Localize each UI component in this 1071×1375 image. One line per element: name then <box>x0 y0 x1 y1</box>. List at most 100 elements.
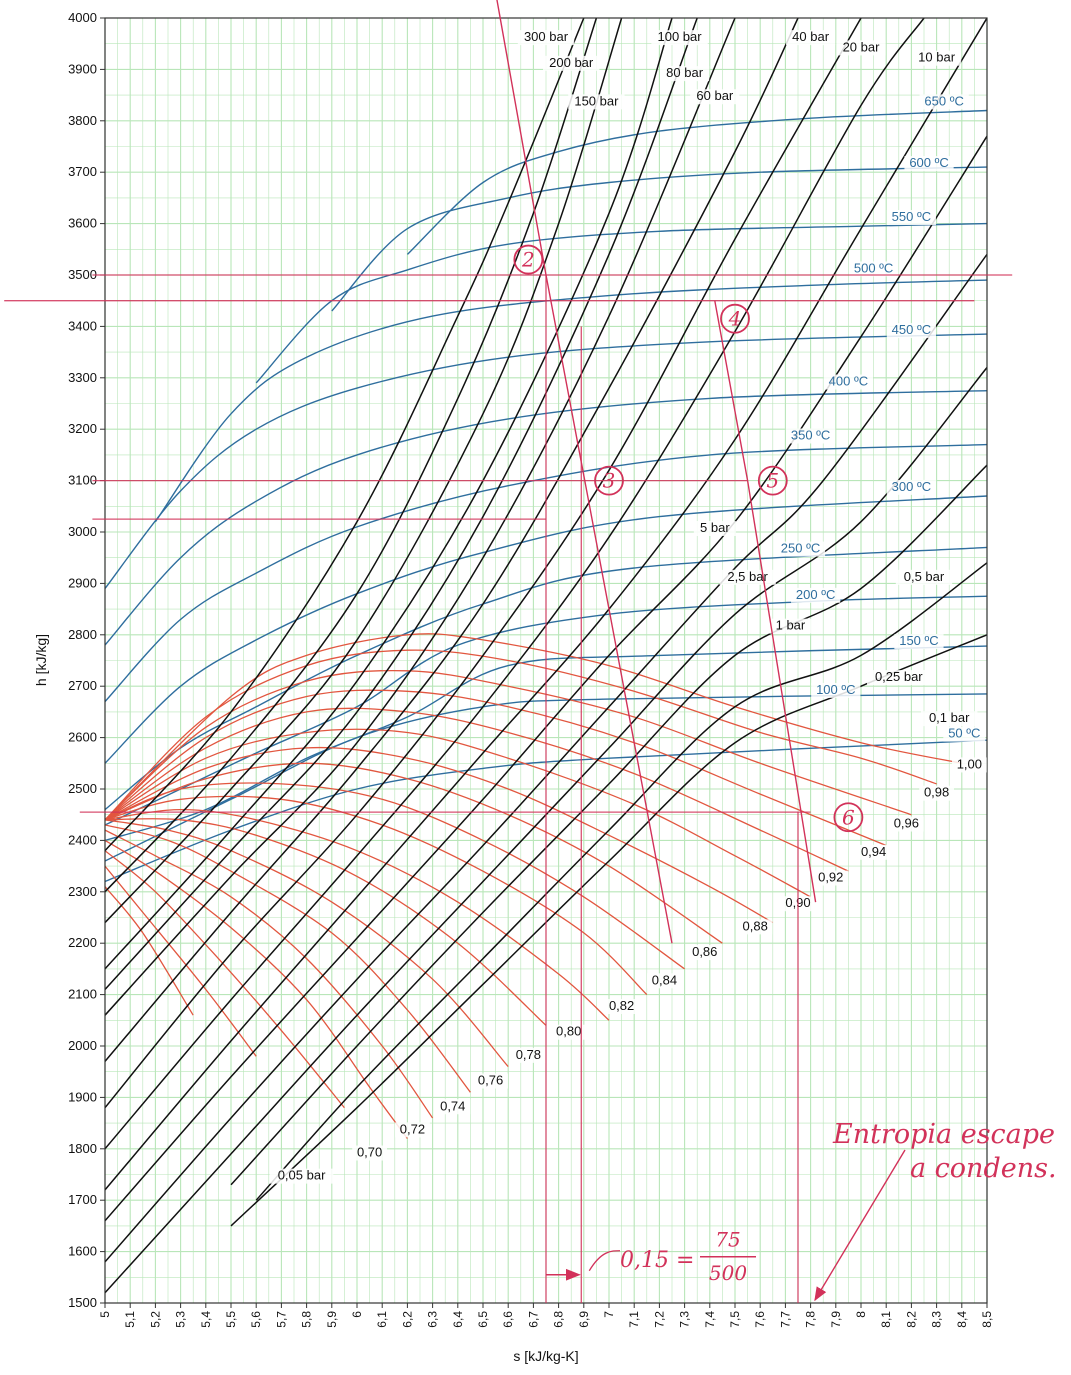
quality-line-unlabeled-18 <box>105 886 194 1016</box>
x-tick-label: 5,3 <box>174 1311 188 1328</box>
isotherm-label: 450 ºC <box>892 322 931 337</box>
y-tick-label: 3600 <box>68 216 97 231</box>
y-tick-label: 2100 <box>68 987 97 1002</box>
y-tick-label: 2200 <box>68 935 97 950</box>
quality-label-bg <box>604 999 639 1015</box>
isotherm-600-c <box>331 166 987 312</box>
x-tick-label: 7,8 <box>804 1311 818 1328</box>
quality-label-bg <box>352 1145 387 1161</box>
state-point-circle <box>594 465 624 496</box>
formula-denominator: 500 <box>709 1261 747 1285</box>
isobar-label-bg <box>269 1168 334 1184</box>
isobar-10-bar <box>105 18 925 1150</box>
quality-line-0-92 <box>105 707 849 872</box>
isobar-label: 80 bar <box>666 65 704 80</box>
y-tick-label: 2900 <box>68 575 97 590</box>
isotherm-label: 300 ºC <box>892 479 931 494</box>
quality-line-unlabeled-17 <box>105 865 257 1057</box>
isotherm-650-c <box>406 109 987 255</box>
isotherm-label: 600 ºC <box>909 155 948 170</box>
isobar-label: 10 bar <box>918 50 956 65</box>
isobar-label: 20 bar <box>843 39 881 54</box>
y-tick-label: 3500 <box>68 267 97 282</box>
formula-numerator: 75 <box>715 1227 740 1251</box>
isotherm-label-bg <box>811 682 861 698</box>
x-tick-label: 8,1 <box>879 1311 893 1328</box>
isotherm-label-bg <box>904 156 954 172</box>
isobar-label-bg <box>836 40 886 56</box>
isobar-label-bg <box>693 521 736 536</box>
quality-label: 0,94 <box>861 844 886 859</box>
quality-label-bg <box>856 844 891 860</box>
quality-line-0-98 <box>105 649 937 821</box>
quality-line-0-82 <box>105 795 648 996</box>
quality-label-bg <box>435 1099 471 1115</box>
isotherm-label: 500 ºC <box>854 260 893 275</box>
isobar-label-bg <box>912 50 962 66</box>
annotation-process-line <box>496 0 673 944</box>
isotherm-label: 350 ºC <box>791 427 830 442</box>
state-point-number: 6 <box>842 805 855 829</box>
quality-label-bg <box>473 1073 508 1089</box>
y-tick-label: 1500 <box>68 1295 97 1310</box>
y-tick-label: 1900 <box>68 1089 97 1104</box>
isotherm-label-bg <box>849 261 899 277</box>
isotherm-label-bg <box>919 94 969 110</box>
isobar-label: 150 bar <box>574 93 619 108</box>
quality-line-0-88 <box>105 746 774 924</box>
isobar-label: 300 bar <box>524 29 569 44</box>
x-tick-label: 6,9 <box>577 1311 591 1328</box>
isobar-label-bg <box>543 55 600 71</box>
note-arrow <box>814 1149 906 1302</box>
quality-label: 0,86 <box>692 944 717 959</box>
isobar-label-bg <box>895 569 953 585</box>
isobar-label-bg <box>921 711 978 727</box>
quality-line-1-00 <box>105 633 962 821</box>
state-point-number: 4 <box>728 307 742 331</box>
x-tick-label: 6,8 <box>552 1311 566 1328</box>
isotherm-400-c <box>105 390 987 646</box>
isobar-label-bg <box>719 569 776 585</box>
isobar-label: 0,25 bar <box>875 669 923 684</box>
isobar-label-bg <box>867 670 931 686</box>
quality-label: 0,76 <box>478 1073 503 1088</box>
isobar-label-bg <box>568 94 625 110</box>
isotherm-label: 50 ºC <box>948 726 980 741</box>
quality-line-0-72 <box>105 829 434 1119</box>
quality-line-0-90 <box>105 728 811 898</box>
quality-label: 0,88 <box>743 918 768 933</box>
axes: 1500160017001800190020002100220023002400… <box>68 10 994 1328</box>
isobar-60-bar <box>105 18 736 1016</box>
x-tick-label: 5,6 <box>249 1311 263 1328</box>
state-point-number: 2 <box>521 248 535 272</box>
isobar-20-bar <box>105 18 862 1109</box>
isobar-label: 0,05 bar <box>278 1168 326 1183</box>
state-point-number: 5 <box>766 469 779 493</box>
quality-label-bg <box>687 945 723 961</box>
isotherm-100-c <box>105 693 987 862</box>
isotherm-250-c <box>105 546 987 811</box>
quality-line-0-96 <box>105 669 912 821</box>
y-tick-label: 1600 <box>68 1244 97 1259</box>
isobar-label: 1 bar <box>776 618 806 633</box>
isotherm-curves <box>105 109 987 883</box>
quality-line-unlabeled-16 <box>105 850 345 1109</box>
note-line-1: Entropia escape <box>832 1119 1055 1150</box>
y-tick-label: 2700 <box>68 678 97 693</box>
quality-label: 0,84 <box>652 972 677 987</box>
quality-label: 0,74 <box>440 1098 465 1113</box>
isobar-label: 100 bar <box>658 29 703 44</box>
quality-label-bg <box>551 1024 587 1040</box>
annotation-process-line <box>714 300 817 903</box>
quality-line-0-80 <box>105 808 610 1021</box>
x-tick-label: 6,3 <box>426 1311 440 1328</box>
y-tick-label: 3400 <box>68 318 97 333</box>
isobar-curves <box>105 18 987 1294</box>
isobar-0-25-bar <box>230 464 987 1186</box>
isotherm-label-bg <box>886 210 936 226</box>
isobar-150-bar <box>105 18 623 924</box>
x-tick-label: 6 <box>350 1311 364 1318</box>
x-tick-label: 6,7 <box>526 1311 540 1328</box>
quality-label-bg <box>510 1047 546 1063</box>
